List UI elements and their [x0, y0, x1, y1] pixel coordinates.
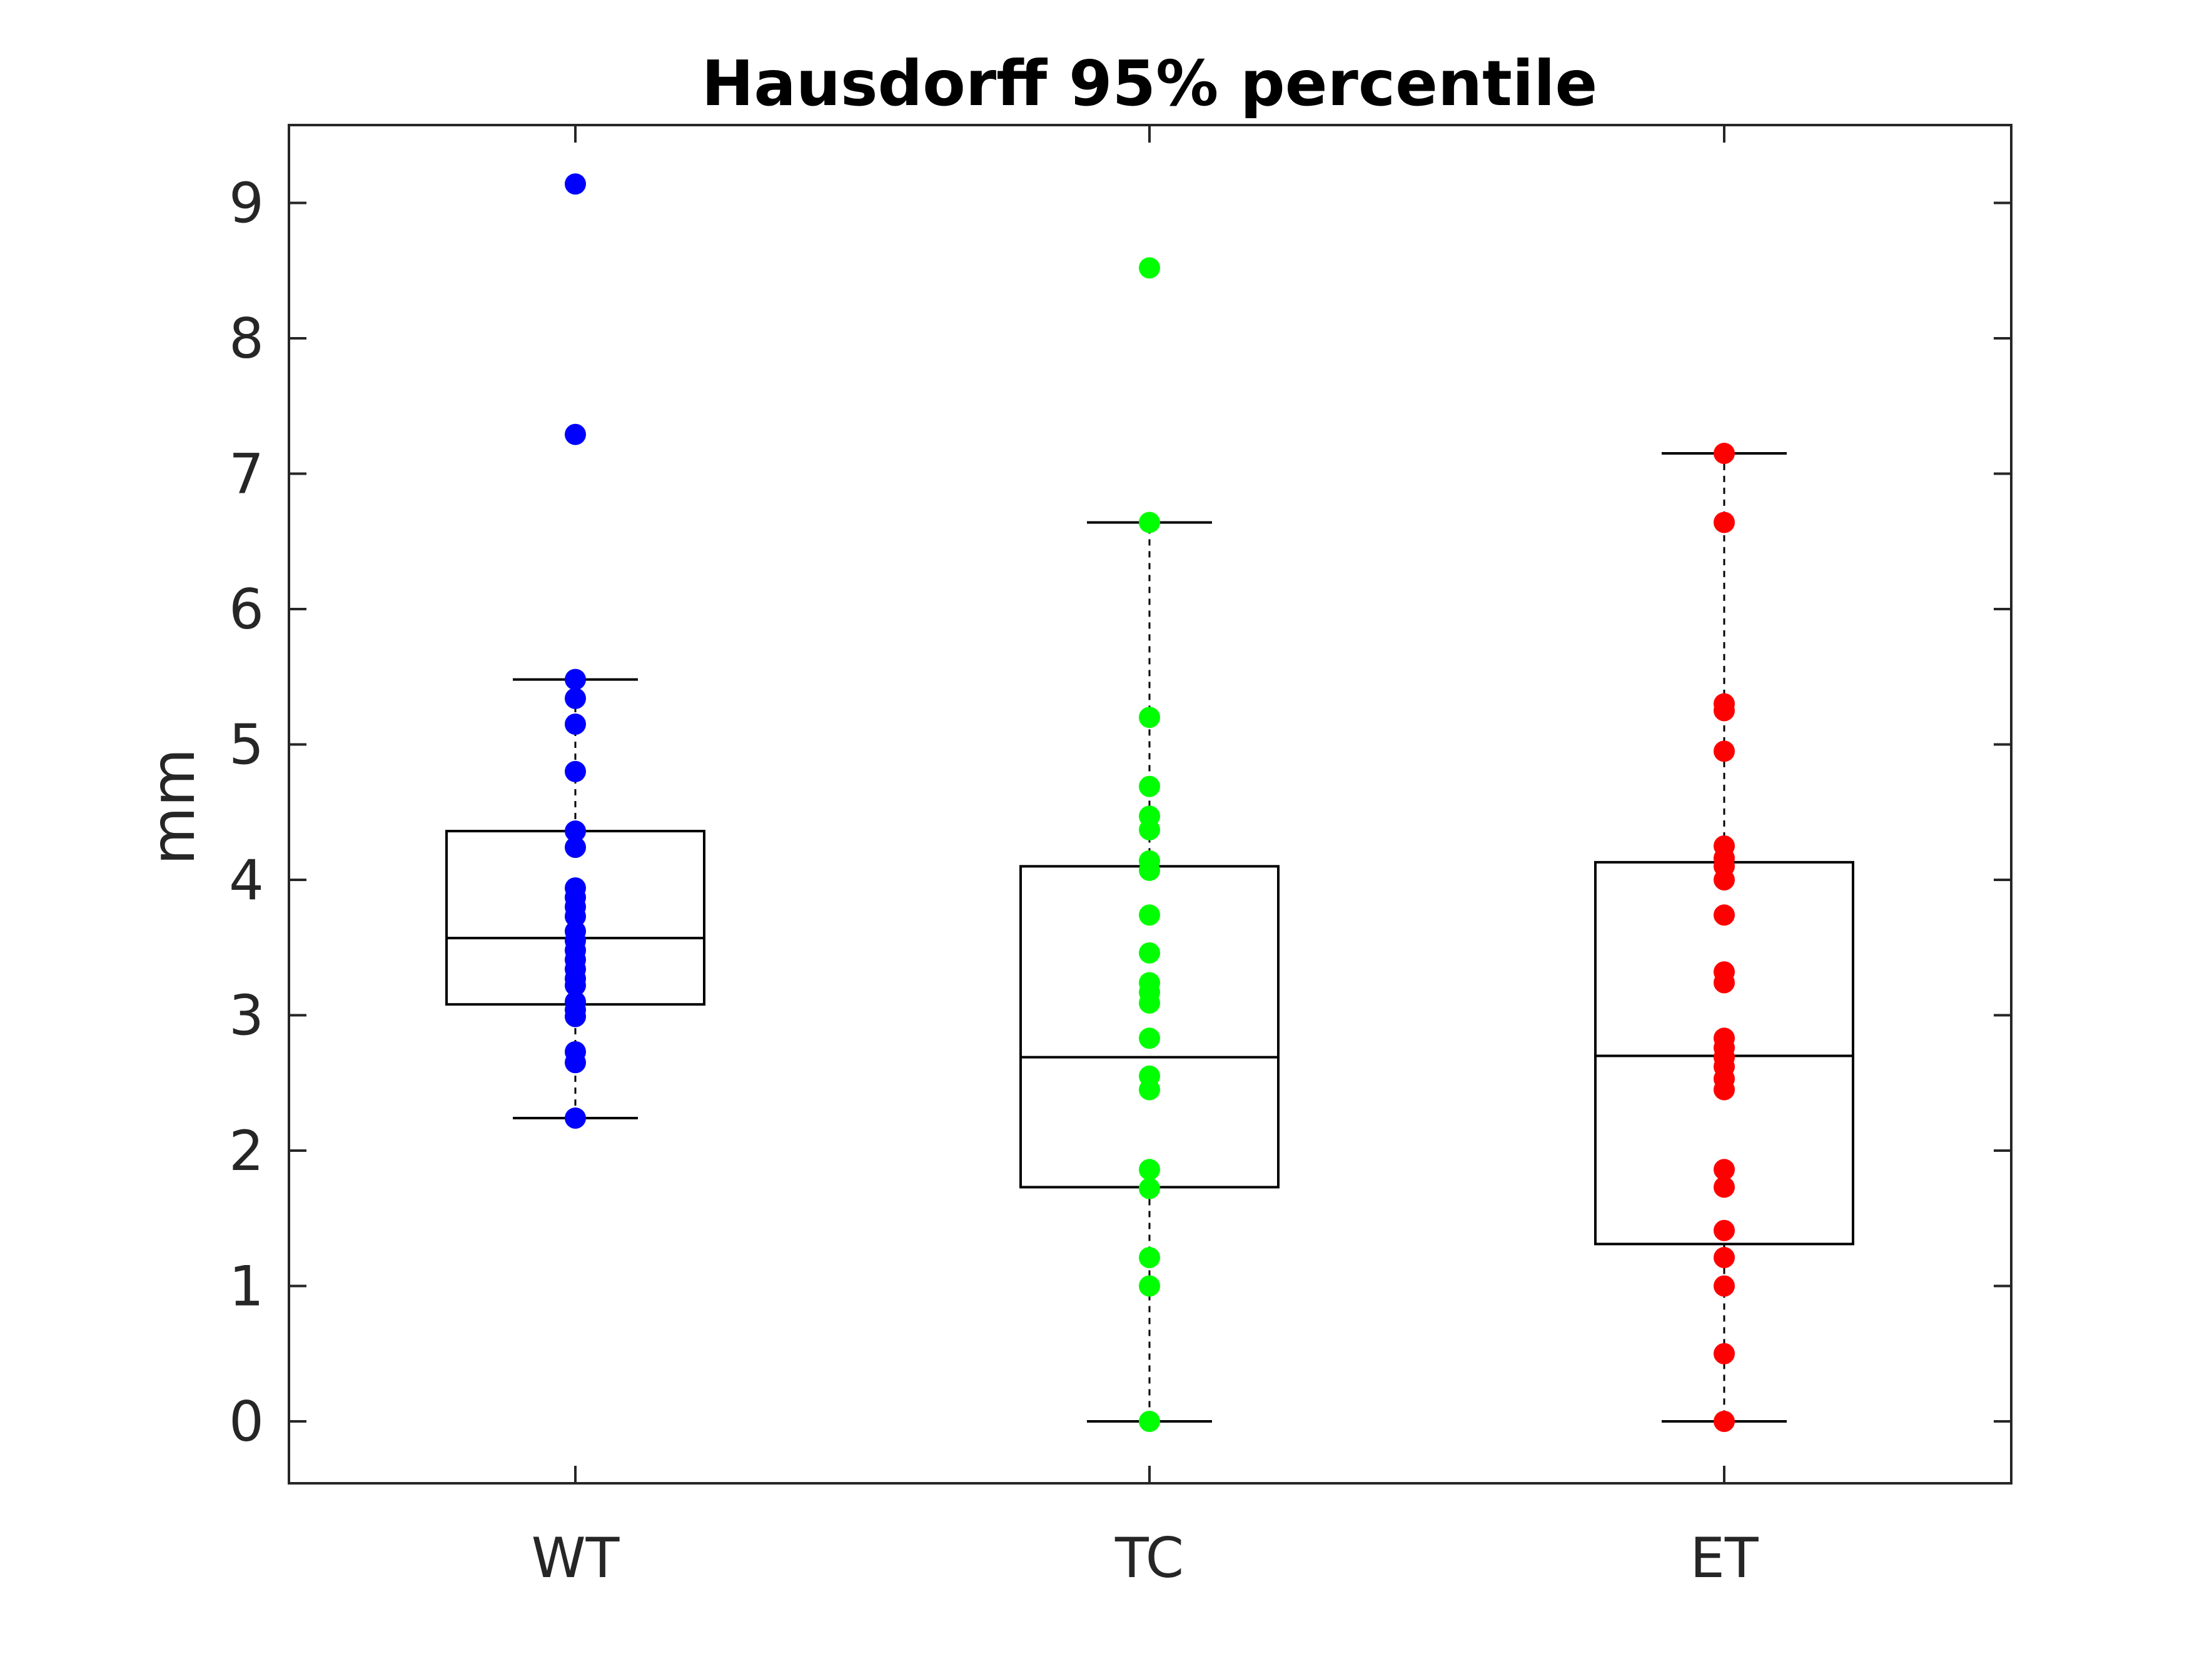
data-point-et: [1714, 740, 1735, 762]
y-tick-label: 9: [229, 171, 264, 236]
data-point-tc: [1139, 819, 1160, 840]
data-point-wt: [565, 714, 586, 735]
data-point-tc: [1139, 1177, 1160, 1199]
data-point-et: [1714, 1275, 1735, 1297]
y-tick-label: 2: [229, 1119, 264, 1183]
y-tick-label: 7: [229, 442, 264, 507]
data-point-wt: [565, 423, 586, 445]
data-point-tc: [1139, 1159, 1160, 1181]
data-point-et: [1714, 972, 1735, 994]
data-point-wt: [565, 1006, 586, 1027]
y-tick-label: 4: [229, 848, 264, 912]
x-tick-label-et: ET: [1690, 1526, 1759, 1590]
data-point-et: [1714, 869, 1735, 890]
data-point-tc: [1139, 992, 1160, 1014]
data-point-tc: [1139, 1247, 1160, 1269]
x-tick-label-wt: WT: [532, 1526, 620, 1590]
data-point-et: [1714, 512, 1735, 533]
chart-title: Hausdorff 95% percentile: [702, 47, 1598, 120]
data-point-tc: [1139, 1079, 1160, 1101]
data-point-tc: [1139, 775, 1160, 797]
data-point-tc: [1139, 942, 1160, 964]
data-point-et: [1714, 1176, 1735, 1198]
y-tick-label: 3: [229, 984, 264, 1048]
data-point-et: [1714, 443, 1735, 465]
data-point-et: [1714, 904, 1735, 926]
data-point-wt: [565, 1052, 586, 1074]
data-point-tc: [1139, 1027, 1160, 1049]
y-tick-label: 5: [229, 713, 264, 777]
data-point-wt: [565, 173, 586, 195]
y-tick-label: 1: [229, 1254, 264, 1319]
data-point-et: [1714, 1219, 1735, 1241]
data-point-et: [1714, 1247, 1735, 1269]
plot-area: 0 1 2 3 4 5 6 7 8 9 WT TC ET: [229, 124, 2013, 1590]
y-axis-label: mm: [138, 748, 208, 865]
data-point-tc: [1139, 904, 1160, 926]
y-tick-label: 8: [229, 306, 264, 371]
data-point-tc: [1139, 1275, 1160, 1297]
y-tick-label: 0: [229, 1389, 264, 1454]
data-point-et: [1714, 1079, 1735, 1101]
data-point-et: [1714, 700, 1735, 722]
data-point-tc: [1139, 512, 1160, 533]
data-point-et: [1714, 1411, 1735, 1432]
data-point-wt: [565, 760, 586, 782]
data-point-tc: [1139, 1411, 1160, 1432]
data-point-wt: [565, 687, 586, 709]
data-point-et: [1714, 1343, 1735, 1364]
data-point-wt: [565, 905, 586, 927]
data-point-wt: [565, 1107, 586, 1129]
data-point-tc: [1139, 707, 1160, 729]
data-point-et: [1714, 1159, 1735, 1181]
data-point-wt: [565, 974, 586, 996]
data-point-tc: [1139, 859, 1160, 881]
data-point-tc: [1139, 257, 1160, 279]
data-point-wt: [565, 837, 586, 859]
y-tick-label: 6: [229, 577, 264, 642]
data-point-wt: [565, 668, 586, 690]
x-tick-label-tc: TC: [1114, 1526, 1184, 1590]
data-point-wt: [565, 820, 586, 842]
